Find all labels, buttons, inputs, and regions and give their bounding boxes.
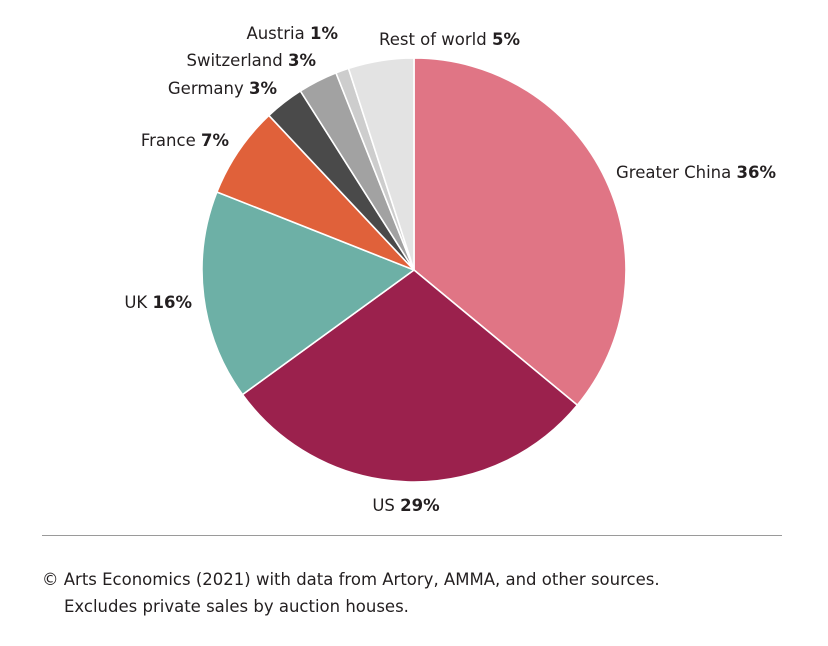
label-germany: Germany 3% [168,79,278,98]
slice-rest-of-world [347,57,415,271]
label-switzerland: Switzerland 3% [186,51,316,70]
label-france: France 7% [141,131,230,150]
source-line-2: Excludes private sales by auction houses… [64,597,409,616]
pie-chart: Greater China 36% US 29% UK 16% France 7% Ge… [124,24,776,515]
label-austria: Austria 1% [246,24,338,43]
label-uk: UK 16% [124,293,192,312]
slice-greater-china [413,57,627,406]
label-us: US 29% [372,496,440,515]
source-note: © Arts Economics (2021) with data from A… [42,566,660,620]
divider [42,535,782,536]
label-rest-of-world: Rest of world 5% [379,30,520,49]
slice-us [241,269,579,483]
label-greater-china: Greater China 36% [616,163,776,182]
source-line-1: © Arts Economics (2021) with data from A… [42,570,660,589]
slice-uk [201,191,415,396]
